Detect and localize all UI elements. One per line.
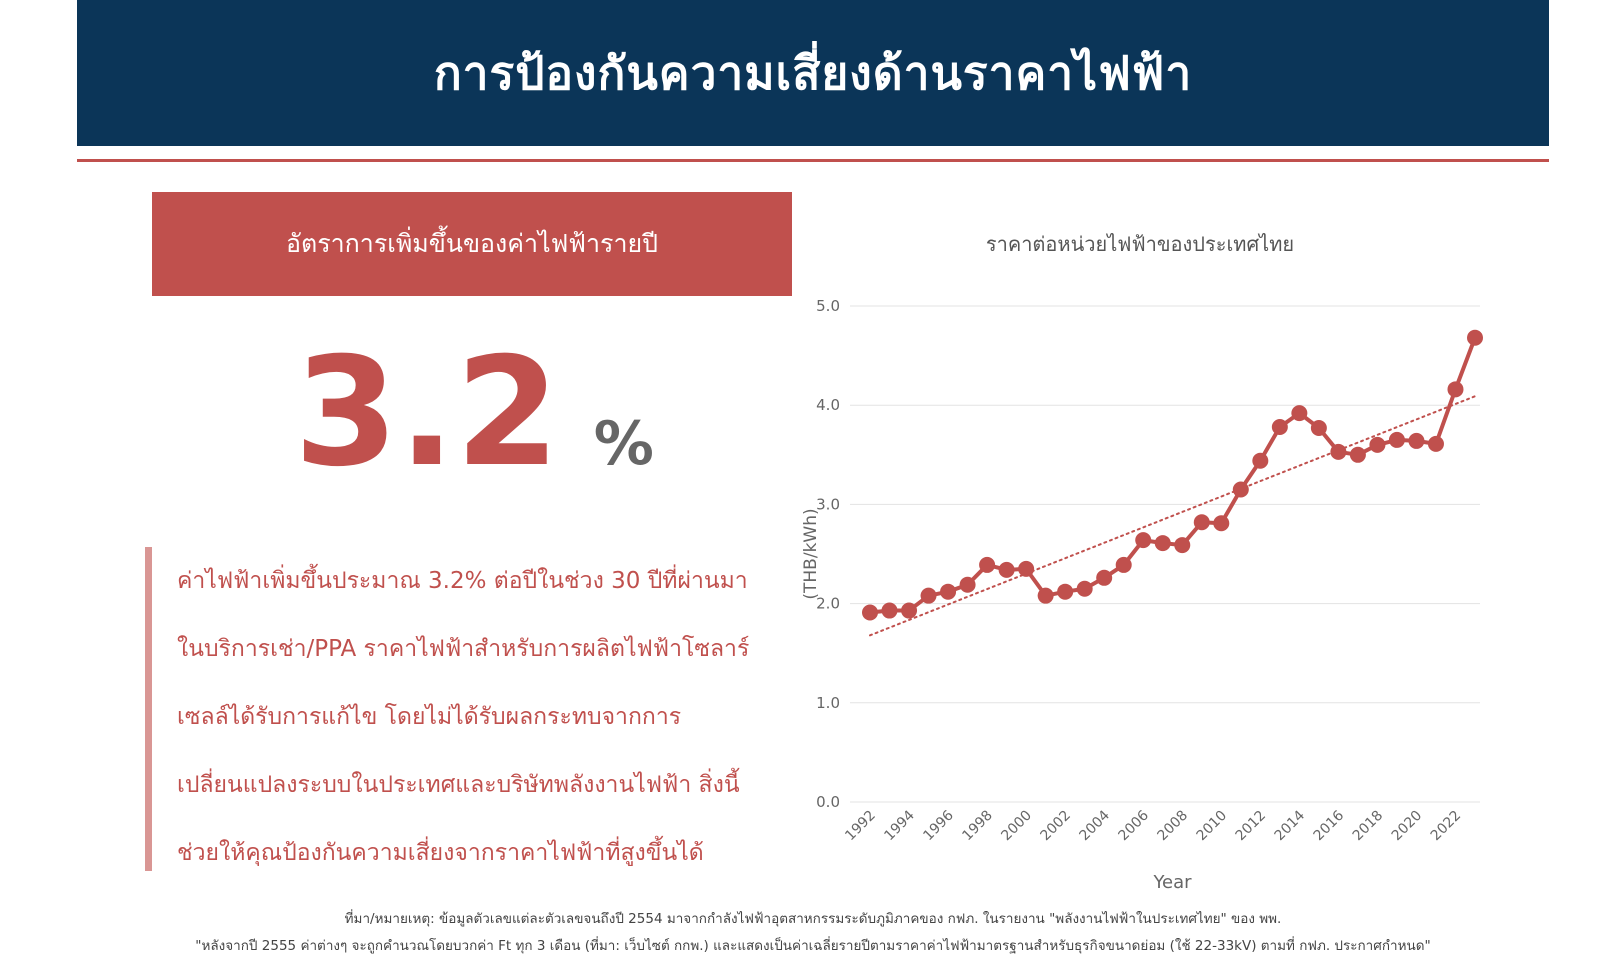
x-tick-label: 2004 (1077, 807, 1114, 844)
data-point (1193, 514, 1210, 531)
data-point (1037, 587, 1054, 604)
data-point (1388, 431, 1405, 448)
trendline (869, 395, 1476, 637)
data-point (1291, 405, 1308, 422)
data-point (1018, 560, 1035, 577)
x-tick-label: 2002 (1037, 808, 1074, 845)
x-tick-label: 2006 (1116, 807, 1153, 844)
data-point (1154, 535, 1171, 552)
data-point (1115, 556, 1132, 573)
x-tick-label: 2018 (1350, 808, 1387, 845)
header-divider (77, 159, 1549, 162)
x-tick-label: 1996 (920, 807, 957, 844)
x-tick-label: 2020 (1389, 808, 1426, 845)
x-axis-label: Year (1152, 872, 1192, 893)
data-point (998, 561, 1015, 578)
x-tick-label: 2012 (1233, 808, 1270, 845)
quote-bar (145, 547, 152, 871)
rate-label: อัตราการเพิ่มขึ้นของค่าไฟฟ้ารายปี (285, 229, 659, 258)
x-tick-label: 2000 (998, 808, 1035, 845)
page-title: การป้องกันความเสี่ยงด้านราคาไฟฟ้า (433, 45, 1193, 100)
data-point (1408, 432, 1425, 449)
data-point (1349, 446, 1366, 463)
data-point (1057, 583, 1074, 600)
y-axis-label: (THB/kWh) (801, 508, 821, 599)
y-tick-label: 3.0 (816, 495, 840, 513)
y-tick-label: 4.0 (816, 396, 840, 414)
data-point (1369, 436, 1386, 453)
paragraph-line: ในบริการเช่า/PPA ราคาไฟฟ้าสำหรับการผลิตไ… (177, 636, 750, 662)
data-point (1174, 537, 1191, 554)
chart-title: ราคาต่อหน่วยไฟฟ้าของประเทศไทย (985, 232, 1295, 256)
rate-label-box: อัตราการเพิ่มขึ้นของค่าไฟฟ้ารายปี (152, 192, 792, 296)
x-tick-label: 2016 (1311, 807, 1348, 844)
data-point (1310, 420, 1327, 437)
data-point (1467, 329, 1483, 346)
data-point (862, 604, 878, 621)
x-tick-label: 1992 (842, 808, 879, 845)
y-tick-label: 5.0 (816, 297, 840, 315)
data-point (1271, 419, 1288, 436)
y-tick-label: 2.0 (816, 595, 840, 613)
data-point (1213, 515, 1230, 532)
x-tick-label: 1994 (881, 807, 918, 844)
data-point (1076, 580, 1093, 597)
y-tick-label: 1.0 (816, 694, 840, 712)
data-point (881, 602, 898, 619)
data-point (1096, 569, 1113, 586)
footnote-method: "หลังจากปี 2555 ค่าต่างๆ จะถูกคำนวณโดยบว… (195, 938, 1431, 954)
data-point (920, 587, 937, 604)
series-line (869, 337, 1477, 615)
big-stat-unit: % (593, 409, 654, 479)
x-tick-label: 2022 (1428, 808, 1465, 845)
data-point (940, 583, 957, 600)
big-stat: 3.2 % (294, 338, 654, 498)
x-tick-label: 2008 (1155, 808, 1192, 845)
x-tick-label: 2010 (1194, 808, 1231, 845)
big-stat-number: 3.2 (294, 326, 560, 500)
data-point (959, 576, 976, 593)
data-point (1135, 532, 1152, 549)
data-point (1330, 443, 1347, 460)
footnote-source: ที่มา/หมายเหตุ: ข้อมูลตัวเลขแต่ละตัวเลขจ… (344, 911, 1282, 927)
paragraph-line: เปลี่ยนแปลงระบบในประเทศและบริษัทพลังงานไ… (177, 772, 740, 798)
data-point (979, 556, 996, 573)
x-tick-label: 1998 (959, 808, 996, 845)
description-paragraph: ค่าไฟฟ้าเพิ่มขึ้นประมาณ 3.2% ต่อปีในช่วง… (177, 557, 797, 897)
paragraph-line: เซลล์ได้รับการแก้ไข โดยไม่ได้รับผลกระทบจ… (177, 704, 682, 730)
x-tick-label: 2014 (1272, 807, 1309, 844)
data-point (1252, 452, 1269, 469)
data-point (1427, 435, 1444, 452)
paragraph-line: ช่วยให้คุณป้องกันความเสี่ยงจากราคาไฟฟ้าท… (177, 840, 704, 866)
header-banner: การป้องกันความเสี่ยงด้านราคาไฟฟ้า (77, 0, 1549, 146)
data-point (901, 602, 918, 619)
data-point (1232, 481, 1249, 498)
y-tick-label: 0.0 (816, 793, 840, 811)
data-point (1447, 381, 1464, 398)
paragraph-line: ค่าไฟฟ้าเพิ่มขึ้นประมาณ 3.2% ต่อปีในช่วง… (177, 568, 748, 594)
